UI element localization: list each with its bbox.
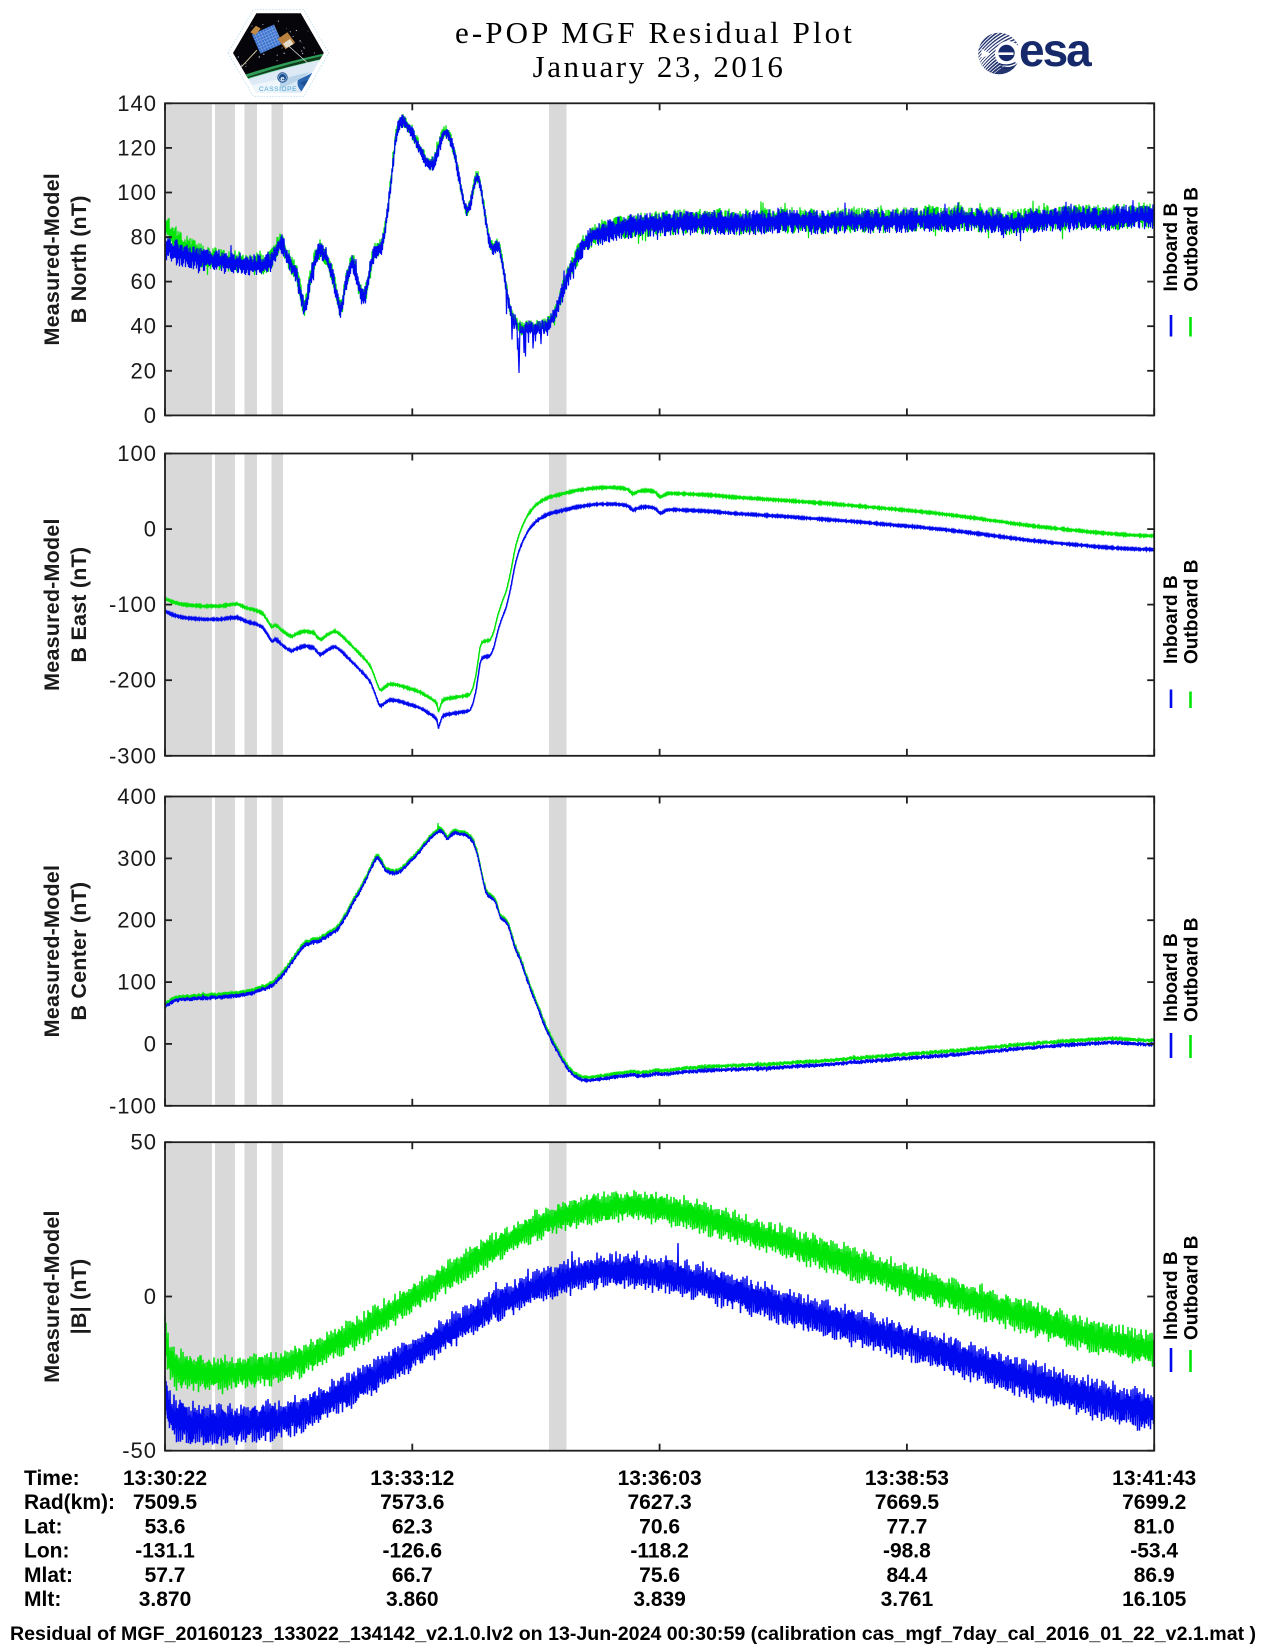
- svg-text:13:33:12: 13:33:12: [370, 1467, 454, 1490]
- svg-text:Lon:: Lon:: [24, 1540, 69, 1563]
- svg-text:40: 40: [131, 314, 157, 339]
- svg-text:3.761: 3.761: [881, 1588, 934, 1611]
- svg-text:January 23, 2016: January 23, 2016: [533, 49, 786, 84]
- svg-text:-98.8: -98.8: [883, 1540, 931, 1563]
- svg-text:3.839: 3.839: [633, 1588, 686, 1611]
- svg-text:-200: -200: [109, 668, 157, 693]
- svg-text:7699.2: 7699.2: [1122, 1491, 1186, 1514]
- svg-text:-50: -50: [122, 1438, 157, 1463]
- svg-text:3.870: 3.870: [139, 1588, 192, 1611]
- svg-text:53.6: 53.6: [145, 1515, 186, 1538]
- svg-text:-126.6: -126.6: [383, 1540, 443, 1563]
- svg-text:Inboard B: Inboard B: [1161, 933, 1182, 1022]
- svg-text:86.9: 86.9: [1134, 1564, 1175, 1587]
- svg-text:0: 0: [144, 403, 157, 428]
- svg-text:Measured-Model: Measured-Model: [40, 1210, 64, 1382]
- svg-text:120: 120: [117, 135, 157, 160]
- svg-text:57.7: 57.7: [145, 1564, 186, 1587]
- svg-text:13:38:53: 13:38:53: [865, 1467, 949, 1490]
- svg-text:300: 300: [117, 846, 157, 871]
- svg-text:70.6: 70.6: [639, 1515, 680, 1538]
- svg-text:Outboard B: Outboard B: [1182, 560, 1203, 665]
- svg-text:Lat:: Lat:: [24, 1515, 63, 1538]
- svg-text:0: 0: [144, 1284, 157, 1309]
- svg-text:0: 0: [144, 517, 157, 542]
- svg-text:7627.3: 7627.3: [627, 1491, 691, 1514]
- svg-text:CASSIOPE: CASSIOPE: [259, 86, 297, 93]
- svg-text:Time:: Time:: [24, 1467, 80, 1490]
- svg-text:-100: -100: [109, 592, 157, 617]
- svg-text:60: 60: [131, 269, 157, 294]
- svg-text:Mlt:: Mlt:: [24, 1588, 61, 1611]
- svg-text:100: 100: [117, 441, 157, 466]
- svg-text:62.3: 62.3: [392, 1515, 433, 1538]
- svg-text:-131.1: -131.1: [135, 1540, 195, 1563]
- svg-text:7509.5: 7509.5: [133, 1491, 198, 1514]
- svg-text:-118.2: -118.2: [630, 1540, 688, 1563]
- svg-text:B Center (nT): B Center (nT): [67, 882, 91, 1021]
- svg-text:Inboard B: Inboard B: [1161, 203, 1182, 292]
- svg-text:81.0: 81.0: [1134, 1515, 1175, 1538]
- svg-text:100: 100: [117, 180, 157, 205]
- svg-text:200: 200: [117, 908, 157, 933]
- svg-text:140: 140: [117, 91, 157, 116]
- svg-text:13:41:43: 13:41:43: [1112, 1467, 1196, 1490]
- svg-text:e-POP MGF Residual Plot: e-POP MGF Residual Plot: [455, 15, 855, 50]
- svg-text:-300: -300: [109, 743, 157, 768]
- svg-text:Mlat:: Mlat:: [24, 1564, 73, 1587]
- svg-text:7573.6: 7573.6: [380, 1491, 444, 1514]
- svg-text:Measured-Model: Measured-Model: [40, 173, 64, 345]
- svg-text:3.860: 3.860: [386, 1588, 439, 1611]
- svg-text:esa: esa: [1019, 24, 1092, 76]
- svg-text:Outboard B: Outboard B: [1182, 918, 1203, 1023]
- svg-text:100: 100: [117, 970, 157, 995]
- svg-text:20: 20: [131, 358, 157, 383]
- svg-text:Outboard B: Outboard B: [1182, 187, 1203, 292]
- svg-text:Outboard B: Outboard B: [1182, 1236, 1203, 1341]
- svg-text:|B| (nT): |B| (nT): [67, 1259, 91, 1335]
- svg-text:84.4: 84.4: [886, 1564, 927, 1587]
- svg-text:Rad(km):: Rad(km):: [24, 1491, 115, 1514]
- svg-text:400: 400: [117, 784, 157, 809]
- svg-text:Inboard B: Inboard B: [1161, 575, 1182, 664]
- svg-text:13:30:22: 13:30:22: [123, 1467, 207, 1490]
- svg-text:0: 0: [144, 1031, 157, 1056]
- svg-text:16.105: 16.105: [1122, 1588, 1187, 1611]
- svg-text:7669.5: 7669.5: [875, 1491, 940, 1514]
- svg-text:66.7: 66.7: [392, 1564, 433, 1587]
- svg-text:e: e: [280, 74, 284, 83]
- svg-text:75.6: 75.6: [639, 1564, 680, 1587]
- svg-text:-53.4: -53.4: [1130, 1540, 1178, 1563]
- svg-text:77.7: 77.7: [886, 1515, 927, 1538]
- svg-text:Measured-Model: Measured-Model: [40, 518, 64, 690]
- svg-text:80: 80: [131, 225, 157, 250]
- svg-text:Inboard B: Inboard B: [1161, 1251, 1182, 1340]
- svg-text:B East (nT): B East (nT): [67, 547, 91, 663]
- svg-text:13:36:03: 13:36:03: [618, 1467, 702, 1490]
- svg-text:50: 50: [131, 1130, 157, 1155]
- svg-text:Residual of MGF_20160123_13302: Residual of MGF_20160123_133022_134142_v…: [10, 1623, 1256, 1645]
- svg-text:Measured-Model: Measured-Model: [40, 865, 64, 1037]
- svg-text:-100: -100: [109, 1093, 157, 1118]
- svg-text:B North (nT): B North (nT): [67, 195, 91, 323]
